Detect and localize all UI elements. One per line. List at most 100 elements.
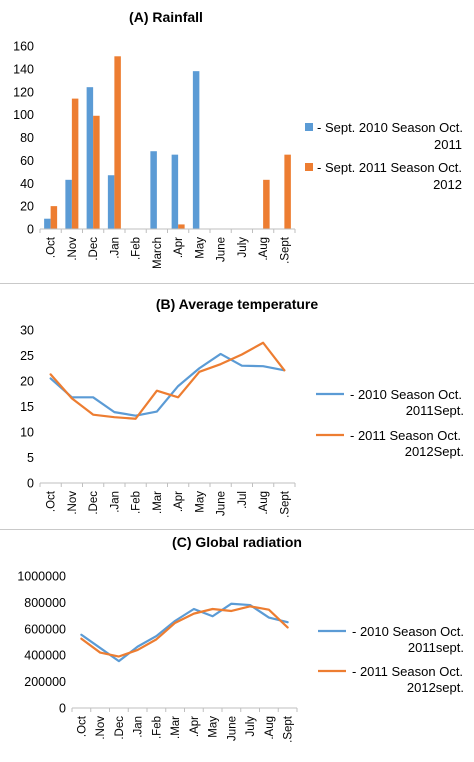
series-line xyxy=(80,602,289,663)
bar xyxy=(71,98,79,229)
legend: - 2010 Season Oct. 2011Sept. - 2011 Seas… xyxy=(316,387,464,459)
y-tick-label: 600000 xyxy=(24,622,66,636)
y-tick-label: 80 xyxy=(20,131,34,145)
y-axis: 0 200000 400000 600000 800000 1000000 xyxy=(17,570,66,716)
bar xyxy=(50,206,58,229)
y-tick-label: 1000000 xyxy=(17,570,66,584)
y-tick-label: 200000 xyxy=(24,675,66,689)
y-tick-label: 100 xyxy=(13,108,34,122)
legend: - Sept. 2010 Season Oct. 2011 - Sept. 20… xyxy=(305,120,463,192)
series-line xyxy=(80,605,289,658)
x-tick-label: March xyxy=(152,237,164,269)
bar xyxy=(284,154,291,229)
y-tick-label: 20 xyxy=(20,200,34,214)
x-tick-label: .Feb xyxy=(131,237,143,260)
x-tick-label: .Sept xyxy=(283,715,295,743)
bar xyxy=(192,71,200,229)
bar xyxy=(93,115,100,229)
x-tick-label: .Apr xyxy=(173,237,185,258)
x-tick-label: .Oct xyxy=(76,715,88,737)
legend-label: - 2010 Season Oct. xyxy=(352,624,464,639)
x-tick-label: May xyxy=(194,237,206,259)
bar xyxy=(171,154,179,229)
x-tick-label: .Feb xyxy=(131,491,143,514)
y-tick-label: 10 xyxy=(20,426,34,440)
bar xyxy=(44,218,51,229)
x-tick-label: .Feb xyxy=(151,716,163,739)
bar xyxy=(114,56,121,230)
x-tick-label: .Jul xyxy=(237,491,249,509)
legend: - 2010 Season Oct. 2011sept. - 2011 Seas… xyxy=(318,624,464,695)
x-tick-label: .Aug xyxy=(258,237,270,261)
y-tick-label: 5 xyxy=(27,451,34,465)
y-tick-label: 25 xyxy=(20,349,34,363)
x-tick-label: June xyxy=(216,237,228,262)
x-tick-label: .Nov xyxy=(95,716,107,740)
bar xyxy=(65,179,72,229)
y-tick-label: 0 xyxy=(27,223,34,237)
y-axis: 0 5 10 15 20 25 30 xyxy=(20,324,34,491)
x-tick-label: July xyxy=(237,237,249,258)
y-tick-label: 40 xyxy=(20,177,34,191)
y-tick-label: 120 xyxy=(13,85,34,99)
temperature-chart: (B) Average temperature 0 5 10 15 20 25 30 .Oc… xyxy=(20,296,464,518)
x-axis: .Oct .Nov .Dec .Jan .Feb .Mar .Apr May June .Jul.… xyxy=(39,482,296,518)
chart-title: (A) Rainfall xyxy=(129,9,203,25)
x-tick-label: .Dec xyxy=(88,491,100,515)
legend-label: 2012sept. xyxy=(407,680,464,695)
x-tick-label: .Mar xyxy=(152,491,164,514)
x-tick-label: .Nov xyxy=(67,237,79,261)
y-tick-label: 140 xyxy=(13,62,34,76)
y-tick-label: 0 xyxy=(27,477,34,491)
x-tick-label: .Jan xyxy=(109,491,121,513)
series-line xyxy=(49,341,286,420)
x-tick-label: .Sept xyxy=(279,490,291,518)
chart-title: (C) Global radiation xyxy=(172,534,302,550)
x-tick-label: May xyxy=(194,491,206,513)
legend-label: 2012Sept. xyxy=(405,444,464,459)
bar xyxy=(150,151,157,229)
legend-label: - Sept. 2010 Season Oct. xyxy=(317,120,463,135)
x-tick-label: .Jan xyxy=(109,237,121,259)
legend-label: - 2011 Season Oct. xyxy=(350,428,461,443)
plot-area xyxy=(49,341,286,420)
bar xyxy=(263,179,270,229)
legend-label: 2011Sept. xyxy=(406,403,464,418)
y-tick-label: 400000 xyxy=(24,649,66,663)
legend-label: 2012 xyxy=(433,177,462,192)
x-tick-label: .Apr xyxy=(173,491,185,512)
x-tick-label: .Dec xyxy=(88,237,100,261)
x-tick-label: .Dec xyxy=(114,716,126,740)
rainfall-chart: (A) Rainfall 0 20 40 60 80 100 120 140 160 .Oct.… xyxy=(13,9,463,269)
x-tick-label: May xyxy=(208,716,220,738)
x-tick-label: June xyxy=(216,491,228,516)
legend-label: 2011 xyxy=(434,137,462,152)
y-tick-label: 15 xyxy=(20,400,34,414)
x-tick-label: .Oct xyxy=(46,236,58,258)
legend-label: - 2011 Season Oct. xyxy=(352,664,463,679)
plot-area xyxy=(80,602,289,663)
x-axis: .Oct .Nov .Dec .Jan .Feb .Mar .Apr May June July.… xyxy=(71,707,298,743)
x-tick-label: June xyxy=(226,716,238,741)
y-tick-label: 60 xyxy=(20,154,34,168)
legend-label: - Sept. 2011 Season Oct. xyxy=(317,160,462,175)
legend-label: - 2010 Season Oct. xyxy=(350,387,462,402)
x-tick-label: .Apr xyxy=(189,716,201,737)
series-line xyxy=(49,352,286,417)
y-tick-label: 800000 xyxy=(24,596,66,610)
y-axis: 0 20 40 60 80 100 120 140 160 xyxy=(13,40,34,237)
legend-swatch xyxy=(305,123,313,131)
y-tick-label: 30 xyxy=(20,324,34,338)
legend-label: 2011sept. xyxy=(408,640,464,655)
bar xyxy=(178,224,185,229)
y-tick-label: 160 xyxy=(13,40,34,54)
x-tick-label: .Oct xyxy=(46,490,58,512)
x-tick-label: .Aug xyxy=(258,491,270,515)
bar xyxy=(86,87,94,229)
plot-area xyxy=(44,56,291,230)
x-tick-label: .Sept xyxy=(279,236,291,264)
legend-swatch xyxy=(305,163,313,171)
chart-title: (B) Average temperature xyxy=(156,296,319,312)
